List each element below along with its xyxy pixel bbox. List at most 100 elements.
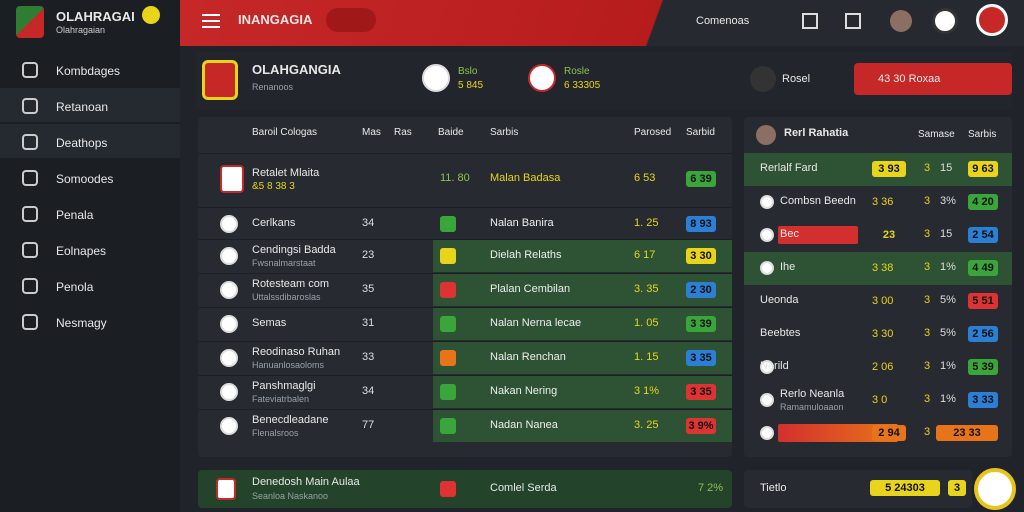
avatar[interactable] xyxy=(890,10,912,32)
nav-item[interactable]: Eolnapes xyxy=(56,244,107,258)
side-odds[interactable]: 2 54 xyxy=(968,227,998,243)
odds[interactable]: 6 53 xyxy=(634,172,656,184)
nav-item[interactable]: Kombdages xyxy=(56,64,121,78)
side-name: Rerlo Neanla xyxy=(780,388,845,400)
nav-item[interactable]: Penola xyxy=(56,280,94,294)
nav-item[interactable]: Retanoan xyxy=(56,100,109,114)
side-odds[interactable]: 5 39 xyxy=(968,359,998,375)
side-name: Beebtes xyxy=(760,327,801,339)
side-odds[interactable]: 4 49 xyxy=(968,260,998,276)
side-odds[interactable]: 3 33 xyxy=(968,392,998,408)
row-icon xyxy=(760,228,774,242)
nav-item[interactable]: Nesmagy xyxy=(56,316,107,330)
secondary-button[interactable]: Rosel xyxy=(782,73,811,85)
odds[interactable]: 1. 15 xyxy=(634,350,659,363)
icon-button[interactable] xyxy=(845,13,861,29)
side-count: 3 xyxy=(924,426,931,438)
side-odds[interactable]: 23 33 xyxy=(936,425,998,441)
ball-icon[interactable] xyxy=(932,8,958,34)
search[interactable]: Comenoas xyxy=(696,15,750,27)
side-pct: 15 xyxy=(940,162,953,174)
side-odds[interactable]: 5 51 xyxy=(968,293,998,309)
side-pct: 5% xyxy=(940,294,956,306)
chip xyxy=(440,383,456,400)
odds-chip[interactable]: 3 9% xyxy=(686,417,716,434)
column-header: Sarbid xyxy=(686,127,715,138)
side-odds[interactable]: 4 20 xyxy=(968,194,998,210)
back-button[interactable] xyxy=(750,66,776,92)
nav-item[interactable]: Deathops xyxy=(56,136,108,150)
side-footer-count[interactable]: 3 xyxy=(948,480,966,496)
odds[interactable]: 3. 35 xyxy=(634,282,659,295)
brand-subtitle: Olahragaian xyxy=(56,25,106,35)
odds[interactable]: 3 1% xyxy=(634,384,660,397)
side-count: 3 xyxy=(924,228,931,240)
odds-chip[interactable]: 3 39 xyxy=(686,315,716,332)
chat-button[interactable] xyxy=(974,468,1016,510)
side-name: Ueonda xyxy=(760,294,799,306)
action-button[interactable]: 43 30 Roxaa xyxy=(854,63,1012,95)
icon-button[interactable] xyxy=(802,13,818,29)
odds[interactable]: 6 17 xyxy=(634,248,656,261)
row[interactable] xyxy=(198,341,732,374)
side-odds[interactable]: 9 63 xyxy=(968,161,998,177)
nav-icon xyxy=(22,62,38,78)
stat: 34 xyxy=(362,216,375,229)
match-title: OLAHGANGIA xyxy=(252,62,341,77)
odds[interactable]: 1. 25 xyxy=(634,216,659,229)
row[interactable] xyxy=(198,409,732,442)
nav-highlight xyxy=(0,124,180,158)
footer-odds[interactable]: 7 2% xyxy=(698,482,724,494)
market[interactable]: Nadan Nanea xyxy=(490,418,558,431)
side-footer-value[interactable]: 5 24303 xyxy=(870,480,940,496)
market[interactable]: Malan Badasa xyxy=(490,172,561,184)
stat: 11. 80 xyxy=(440,172,470,184)
footer-market[interactable]: Comlel Serda xyxy=(490,482,557,494)
menu-button[interactable] xyxy=(202,14,220,28)
side-row[interactable] xyxy=(744,252,1012,285)
nav-item[interactable]: Somoodes xyxy=(56,172,114,186)
nav-icon xyxy=(22,314,38,330)
market[interactable]: Plalan Cembilan xyxy=(490,282,571,295)
market[interactable]: Nalan Banira xyxy=(490,216,554,229)
market[interactable]: Nakan Nering xyxy=(490,384,558,397)
nav-icon xyxy=(22,278,38,294)
row[interactable] xyxy=(198,207,732,240)
nav-item[interactable]: Penala xyxy=(56,208,94,222)
team-sub: Uttalssdibaroslas xyxy=(252,291,321,302)
odds[interactable]: 3. 25 xyxy=(634,418,659,431)
profile[interactable] xyxy=(976,4,1008,36)
team1-icon xyxy=(422,64,450,92)
row[interactable] xyxy=(198,239,732,272)
market[interactable]: Dielah Relaths xyxy=(490,248,562,261)
odds-chip[interactable]: 6 39 xyxy=(686,171,716,187)
chip xyxy=(440,215,456,232)
side-name: Ihe xyxy=(780,261,796,273)
column-header: Mas xyxy=(362,127,381,138)
side-avatar xyxy=(756,125,776,145)
column-header: Sarbis xyxy=(968,129,997,140)
row[interactable] xyxy=(198,375,732,408)
team-name: Panshmaglgi xyxy=(252,379,316,392)
side-table: Rerl Rahatia Samase Sarbis Rerlalf Fard 3 9… xyxy=(744,117,1012,457)
market[interactable]: Nalan Nerna lecae xyxy=(490,316,582,329)
odds-chip[interactable]: 3 35 xyxy=(686,349,716,366)
team-crest xyxy=(202,60,238,100)
row[interactable] xyxy=(198,153,732,205)
side-name: Bec xyxy=(780,228,799,240)
odds-chip[interactable]: 8 93 xyxy=(686,215,716,232)
odds-chip[interactable]: 3 30 xyxy=(686,247,716,264)
odds[interactable]: 1. 05 xyxy=(634,316,659,329)
side-value: 3 38 xyxy=(872,262,894,274)
odds-chip[interactable]: 3 35 xyxy=(686,383,716,400)
team2-icon xyxy=(528,64,556,92)
side-value: 3 36 xyxy=(872,196,894,208)
row[interactable] xyxy=(198,307,732,340)
toggle[interactable] xyxy=(326,8,376,32)
odds-chip[interactable]: 2 30 xyxy=(686,281,716,298)
badge xyxy=(142,6,160,24)
market[interactable]: Nalan Renchan xyxy=(490,350,566,363)
row[interactable] xyxy=(198,273,732,306)
side-odds[interactable]: 2 56 xyxy=(968,326,998,342)
